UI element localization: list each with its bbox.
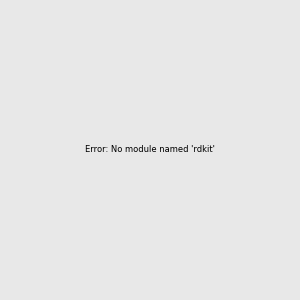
Text: Error: No module named 'rdkit': Error: No module named 'rdkit' [85, 146, 215, 154]
